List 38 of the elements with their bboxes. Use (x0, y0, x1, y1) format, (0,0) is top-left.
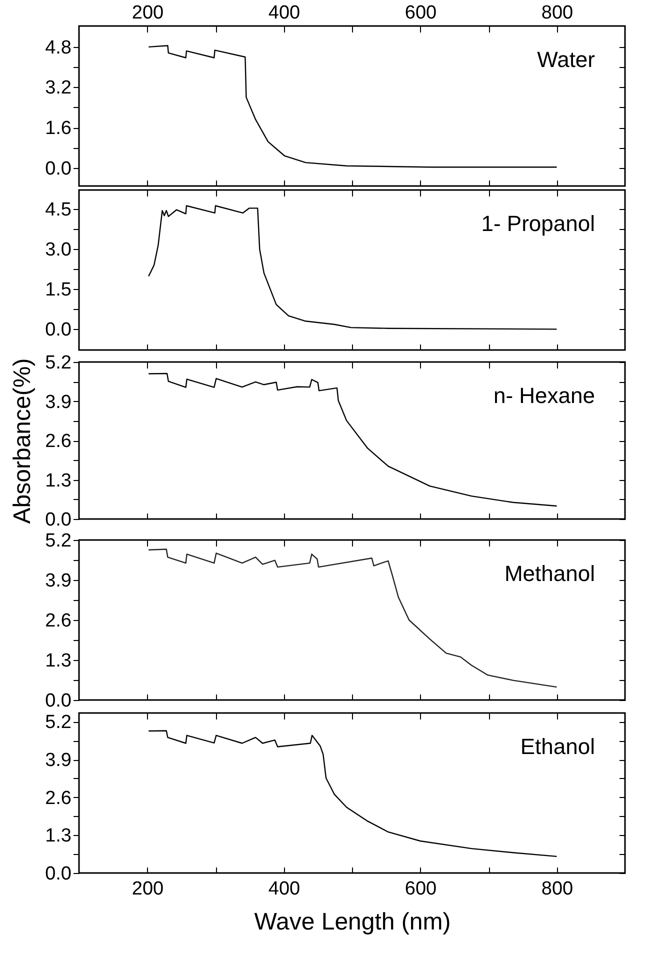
y-tick-label: 3.2 (45, 78, 72, 99)
y-tick-label: 2.6 (45, 431, 72, 452)
x-tick-label: 800 (541, 878, 574, 900)
y-tick-label: 1.3 (45, 470, 72, 492)
x-tick-label: 400 (268, 878, 300, 900)
y-tick-label: 1.5 (45, 280, 72, 301)
y-tick-label: 3.9 (45, 750, 72, 772)
y-tick-label: 5.2 (45, 712, 72, 734)
x2-tick-label: 200 (132, 2, 164, 24)
y-tick-label: 0.0 (45, 690, 72, 712)
annotation: Ethanol (520, 734, 595, 759)
y-tick-label: 1.6 (45, 118, 72, 140)
y-tick-label: 0.0 (45, 864, 72, 884)
y-tick-label: 5.2 (45, 530, 72, 552)
x2-tick-label: 600 (404, 2, 437, 24)
annotation: n- Hexane (493, 383, 595, 408)
y-tick-label: 4.8 (45, 37, 72, 58)
y-tick-label: 2.6 (45, 610, 72, 632)
y-tick-label: 3.9 (45, 392, 72, 413)
x-tick-label: 600 (404, 878, 437, 900)
y-tick-label: 0.0 (45, 158, 72, 180)
y-tick-label: 0.0 (45, 320, 72, 341)
annotation: 1- Propanol (481, 211, 595, 236)
y-tick-label: 3.0 (45, 240, 72, 261)
y-axis-title: Absorbance(%) (9, 358, 36, 524)
x-tick-label: 200 (132, 878, 164, 900)
annotation: Water (537, 47, 595, 72)
annotation: Methanol (504, 561, 595, 586)
x-axis-title: Wave Length (nm) (254, 908, 451, 936)
y-tick-label: 1.3 (45, 826, 72, 847)
x2-tick-label: 400 (268, 2, 300, 24)
y-tick-label: 0.0 (45, 510, 72, 530)
y-tick-label: 3.9 (45, 570, 72, 592)
x2-tick-label: 800 (541, 2, 574, 24)
y-tick-label: 1.3 (45, 650, 72, 672)
y-tick-label: 5.2 (45, 352, 72, 374)
y-tick-label: 4.5 (45, 199, 72, 220)
y-tick-label: 2.6 (45, 788, 72, 809)
